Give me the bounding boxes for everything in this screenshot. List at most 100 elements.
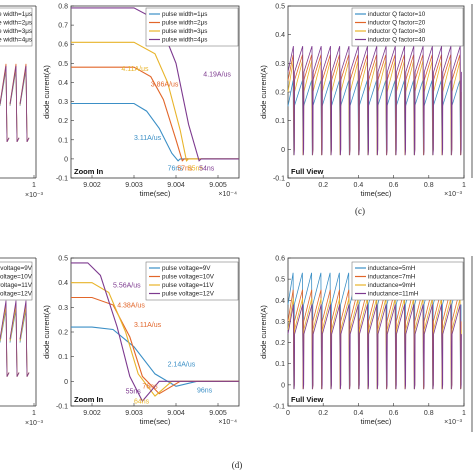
y-tick-label: 0.2 xyxy=(275,340,285,347)
view-label: Zoom In xyxy=(74,167,104,176)
y-axis-label: diode current(A) xyxy=(259,305,268,359)
y-tick-label: -0.1 xyxy=(56,404,68,411)
legend-entry: pulse voltage=9V xyxy=(0,265,33,272)
annotation-label: 3.11A/us xyxy=(134,135,162,142)
legend-box xyxy=(145,261,239,301)
y-tick-label: -0.1 xyxy=(56,176,68,183)
chart-bottom-full: 0 0.2 0.4 0.6 0.8 1-0.100.10.20.30.40.50.6tim… xyxy=(259,256,466,427)
x-tick-label: 1 xyxy=(32,182,36,189)
legend-box xyxy=(0,261,33,301)
y-tick-label: 0.1 xyxy=(58,137,68,144)
annotation-label: 96ns xyxy=(197,387,213,394)
legend-entry: pulse voltage=12V xyxy=(162,291,215,298)
x-exponent-label: ×10⁻³ xyxy=(444,191,463,198)
legend-box xyxy=(351,7,464,47)
legend-entry: inductor Q factor=30 xyxy=(368,28,426,35)
legend-entry: pulse voltage=11V xyxy=(0,282,33,289)
annotation-label: 5.56A/us xyxy=(113,283,141,290)
x-tick-label: 9.005 xyxy=(209,410,227,417)
x-tick-label: 0.6 xyxy=(389,182,399,189)
legend-entry: pulse voltage=10V xyxy=(162,274,215,281)
legend-entry: pulse width=1μs xyxy=(0,11,32,18)
x-tick-label: 0.8 xyxy=(424,410,434,417)
y-tick-label: 0.3 xyxy=(58,99,68,106)
x-tick-label: 0.6 xyxy=(389,410,399,417)
y-tick-label: 0.2 xyxy=(58,118,68,125)
series-line xyxy=(71,262,239,403)
y-tick-label: 0 xyxy=(281,147,285,154)
annotation-label: 76ns xyxy=(142,384,158,391)
y-tick-label: 0.5 xyxy=(275,4,285,11)
x-tick-label: 9.002 xyxy=(83,410,101,417)
x-tick-label: 9.004 xyxy=(167,410,185,417)
series-line xyxy=(19,300,30,377)
series-line xyxy=(0,65,10,143)
legend-entry: pulse voltage=12V xyxy=(0,291,33,298)
x-tick-label: 0.2 xyxy=(318,182,328,189)
view-label: Zoom In xyxy=(74,395,104,404)
y-tick-label: 0.1 xyxy=(58,354,68,361)
view-label: Full View xyxy=(291,167,324,176)
y-tick-label: -0.1 xyxy=(273,404,285,411)
y-tick-label: 0.3 xyxy=(275,319,285,326)
y-tick-label: 0.7 xyxy=(58,23,68,30)
legend-box xyxy=(0,7,33,47)
x-tick-label: 1 xyxy=(32,410,36,417)
x-tick-label: 1 xyxy=(462,410,466,417)
y-tick-label: 0.6 xyxy=(275,256,285,263)
x-tick-label: 9.005 xyxy=(209,182,227,189)
y-tick-label: 0.1 xyxy=(275,118,285,125)
y-axis-label: diode current(A) xyxy=(42,65,51,119)
series-line xyxy=(287,304,462,390)
legend-box xyxy=(351,261,464,301)
y-tick-label: 0.4 xyxy=(58,80,68,87)
series-line xyxy=(9,300,20,377)
annotation-label: 64ns xyxy=(134,399,150,406)
y-tick-label: 0.2 xyxy=(58,330,68,337)
series-line xyxy=(71,41,239,162)
annotation-label: 55ns xyxy=(126,389,142,396)
series-line xyxy=(19,65,30,143)
legend-entry: pulse width=4μs xyxy=(162,37,207,44)
series-line xyxy=(71,66,239,162)
x-exponent-label: ×10⁻³ xyxy=(25,420,44,427)
x-exponent-label: ×10⁻⁴ xyxy=(218,419,237,426)
y-tick-label: 0.3 xyxy=(275,61,285,68)
x-tick-label: 9.004 xyxy=(167,182,185,189)
x-tick-label: 0.4 xyxy=(354,182,364,189)
x-tick-label: 0.2 xyxy=(318,410,328,417)
annotation-label: 4.38A/us xyxy=(117,302,145,309)
legend-entry: pulse width=4μs xyxy=(0,37,32,44)
series-line xyxy=(9,65,20,143)
x-tick-label: 0.8 xyxy=(424,182,434,189)
legend-entry: pulse width=3μs xyxy=(162,28,207,35)
chart-top-full: 0 0.2 0.4 0.6 0.8 1-0.100.10.20.30.40.5time(s… xyxy=(259,4,466,199)
x-tick-label: 0 xyxy=(286,182,290,189)
panel-label-c: (c) xyxy=(355,206,365,216)
y-axis-label: diode current(A) xyxy=(42,305,51,359)
annotation-label: 57ns xyxy=(177,165,193,172)
y-tick-label: 0.5 xyxy=(58,256,68,263)
series-line xyxy=(71,102,239,162)
x-exponent-label: ×10⁻⁴ xyxy=(218,191,237,198)
legend-entry: pulse width=2μs xyxy=(0,20,32,27)
y-tick-label: 0.2 xyxy=(275,90,285,97)
legend-entry: inductance=11mH xyxy=(368,291,419,298)
x-axis-label: time(sec) xyxy=(140,189,171,198)
legend-entry: inductance=7mH xyxy=(368,274,416,281)
x-axis-label: time(sec) xyxy=(140,417,171,426)
legend-entry: pulse voltage=10V xyxy=(0,274,33,281)
annotation-label: 55ns xyxy=(188,165,204,172)
chart-top-zoom: 9.002 9.003 9.004 9.005 -0.1 0 0.1 0.2 0.3 0.4 0.5… xyxy=(42,4,240,198)
legend-entry: pulse voltage=9V xyxy=(162,265,211,272)
annotation-label: 2.14A/us xyxy=(168,362,196,369)
x-axis-label: time(sec) xyxy=(361,189,392,198)
y-tick-label: 0.4 xyxy=(275,32,285,39)
y-tick-label: 0.4 xyxy=(58,280,68,287)
x-tick-label: 9.003 xyxy=(125,410,143,417)
y-tick-label: 0 xyxy=(64,379,68,386)
x-tick-label: 9.003 xyxy=(125,182,143,189)
legend-entry: inductance=9mH xyxy=(368,282,416,289)
